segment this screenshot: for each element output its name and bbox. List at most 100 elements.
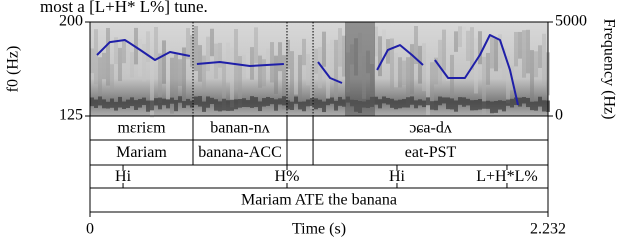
spectrogram-cell <box>158 98 162 110</box>
x-tick-label: 0 <box>86 221 94 238</box>
spectrogram-cell <box>398 100 402 109</box>
tier-label: Mariam <box>116 144 167 161</box>
spectrogram-cell <box>458 26 462 47</box>
spectrogram-cell <box>322 32 326 67</box>
y-tick-label: 200 <box>59 13 83 30</box>
spectrogram-cell <box>542 34 546 86</box>
spectrogram-cell <box>206 37 210 71</box>
spectrogram-cell <box>474 38 478 93</box>
spectrogram-cell <box>90 48 94 73</box>
spectrogram-cell <box>214 99 218 110</box>
spectrogram-cell <box>410 96 414 104</box>
spectrogram-cell <box>306 54 310 85</box>
spectrogram-cell <box>298 102 302 110</box>
spectrogram-cell <box>182 101 186 108</box>
tier-label: Mariam ATE the banana <box>241 192 397 209</box>
spectrogram-cell <box>246 100 250 107</box>
spectrogram-cell <box>162 40 166 83</box>
spectrogram-cell <box>210 98 214 104</box>
spectrogram-cell <box>330 97 334 103</box>
tier-label: Hi <box>115 168 132 185</box>
spectrogram-cell <box>98 96 102 105</box>
spectrogram-cell <box>122 102 126 109</box>
spectrogram-cell <box>202 102 206 112</box>
spectrogram-cell <box>522 30 526 77</box>
spectrogram-cell <box>202 56 206 90</box>
spectrogram-cell <box>330 40 334 70</box>
spectrogram-cell <box>234 29 238 88</box>
spectrogram-cell <box>110 64 114 92</box>
spectrogram-cell <box>462 27 466 48</box>
spectrogram-cell <box>142 44 146 82</box>
spectrogram-cell <box>322 102 326 113</box>
spectrogram-cell <box>386 98 390 105</box>
spectrogram-cell <box>345 22 375 116</box>
spectrogram-cell <box>518 98 522 107</box>
spectrogram-cell <box>394 100 398 109</box>
spectrogram-cell <box>170 98 174 104</box>
spectrogram-cell <box>390 99 394 108</box>
spectrogram-cell <box>334 101 338 111</box>
spectrogram-cell <box>378 36 382 76</box>
tier-label: ɔɕa-dʌ <box>409 120 452 137</box>
spectrogram-cell <box>478 31 482 64</box>
spectrogram-cell <box>110 99 114 108</box>
spectrogram-cell <box>242 98 246 107</box>
spectrogram-cell <box>430 101 434 109</box>
spectrogram-cell <box>186 99 190 105</box>
spectrogram-cell <box>410 44 414 94</box>
spectrogram <box>90 22 550 117</box>
spectrogram-cell <box>338 28 342 67</box>
spectrogram-cell <box>210 29 214 56</box>
spectrogram-cell <box>538 97 542 107</box>
spectrogram-cell <box>102 53 106 79</box>
spectrogram-cell <box>130 52 134 77</box>
spectrogram-cell <box>174 54 178 102</box>
spectrogram-cell <box>290 102 294 110</box>
spectrogram-cell <box>494 39 498 72</box>
spectrogram-cell <box>126 45 130 74</box>
spectrogram-cell <box>230 100 234 111</box>
spectrogram-cell <box>254 97 258 107</box>
spectrogram-cell <box>326 99 330 106</box>
spectrogram-cell <box>394 53 398 87</box>
spectrogram-cell <box>282 96 286 105</box>
spectrogram-cell <box>294 58 298 94</box>
spectrogram-cell <box>278 42 282 71</box>
tier-label: eat-PST <box>405 144 457 161</box>
spectrogram-cell <box>130 97 134 106</box>
spectrogram-cell <box>266 49 270 72</box>
spectrogram-cell <box>178 59 182 86</box>
figure: most a [L+H* L%] tune. f0 (Hz) Frequency… <box>0 0 620 244</box>
spectrogram-cell <box>222 99 226 111</box>
spectrogram-cell <box>94 100 98 108</box>
spectrogram-cell <box>490 102 494 114</box>
spectrogram-cell <box>382 96 386 103</box>
spectrogram-cell <box>462 97 466 106</box>
spectrogram-cell <box>154 98 158 105</box>
spectrogram-cell <box>106 28 110 86</box>
spectrogram-cell <box>402 61 406 85</box>
spectrogram-cell <box>134 100 138 110</box>
spectrogram-cell <box>274 56 278 94</box>
spectrogram-cell <box>490 36 494 68</box>
spectrogram-cell <box>466 99 470 106</box>
spectrogram-cell <box>302 102 306 112</box>
spectrogram-cell <box>106 102 110 109</box>
spectrogram-cell <box>290 51 294 106</box>
y2-tick-label: 5000 <box>555 13 587 30</box>
spectrogram-cell <box>334 40 338 99</box>
spectrogram-cell <box>470 100 474 110</box>
spectrogram-cell <box>442 30 446 71</box>
spectrogram-cell <box>454 31 458 52</box>
spectrogram-cell <box>398 57 402 87</box>
tier-label: banan-nʌ <box>210 120 270 137</box>
spectrogram-cell <box>510 99 514 108</box>
spectrogram-cell <box>506 100 510 106</box>
spectrogram-cell <box>434 101 438 110</box>
spectrogram-cell <box>238 99 242 108</box>
spectrogram-cell <box>486 53 490 85</box>
tier-label: H% <box>275 168 300 185</box>
spectrogram-cell <box>198 96 202 107</box>
spectrogram-cell <box>294 97 298 104</box>
